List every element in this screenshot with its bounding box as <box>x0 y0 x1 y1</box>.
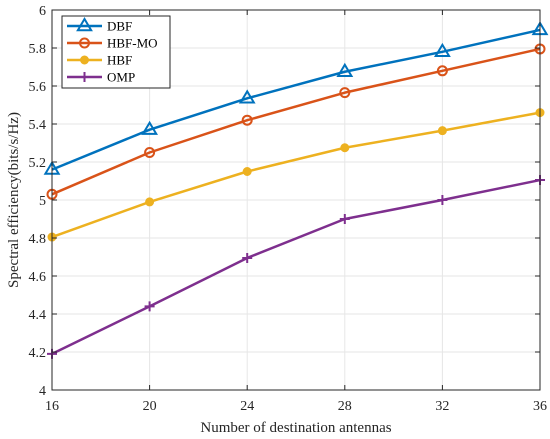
data-point-hbf <box>145 197 155 207</box>
series-line-hbf <box>51 111 541 239</box>
x-axis-label: Number of destination antennas <box>200 420 391 436</box>
y-tick-label: 4.8 <box>29 232 47 247</box>
legend-marker-omp <box>79 72 90 82</box>
x-tick-label: 36 <box>533 399 547 414</box>
data-point-dbf <box>336 62 354 77</box>
y-tick-label: 4 <box>39 384 46 399</box>
data-point-dbf <box>238 89 256 104</box>
series-hbf <box>47 108 545 242</box>
data-point-hbf-mo <box>241 114 253 126</box>
data-point-hbf-mo <box>436 65 448 77</box>
x-tick-label: 28 <box>338 399 352 414</box>
legend-marker-dbf <box>76 17 93 32</box>
y-tick-label: 4.2 <box>29 346 47 361</box>
y-tick-label: 4.6 <box>29 270 47 285</box>
legend-label-omp: OMP <box>107 70 135 85</box>
legend-label-dbf: DBF <box>107 19 132 34</box>
series-layer <box>43 20 549 359</box>
series-line-hbf-mo <box>51 47 541 196</box>
x-tick-label: 20 <box>143 399 157 414</box>
data-point-hbf <box>437 126 447 136</box>
data-point-hbf <box>242 167 252 176</box>
x-tick-label: 24 <box>240 399 254 414</box>
axis-ticks <box>51 9 541 391</box>
y-tick-label: 5.8 <box>29 42 47 57</box>
data-point-hbf <box>340 143 350 153</box>
data-point-omp <box>339 214 350 224</box>
y-tick-label: 5.4 <box>29 118 47 133</box>
y-tick-label: 4.4 <box>29 308 47 323</box>
y-tick-label: 6 <box>39 4 46 19</box>
data-point-dbf <box>141 120 159 135</box>
series-omp <box>47 175 545 359</box>
data-point-dbf <box>433 42 451 57</box>
series-dbf <box>43 20 549 175</box>
y-tick-label: 5.6 <box>29 80 47 95</box>
y-axis-label: Spectral efficiency(bits/s/Hz) <box>6 112 22 288</box>
series-line-omp <box>51 178 541 356</box>
data-point-omp <box>437 195 448 205</box>
data-point-omp <box>242 252 253 263</box>
series-line-dbf <box>51 28 541 171</box>
legend-marker-hbf <box>80 55 89 65</box>
y-tick-label: 5 <box>39 194 46 209</box>
tick-labels: 16 20 24 28 32 36 4 4.2 4.4 4.6 4.8 5 5.2 5.4 5.6 5.8 6 <box>29 4 548 414</box>
x-tick-label: 32 <box>435 399 449 414</box>
legend-label-hbf: HBF <box>107 53 132 68</box>
data-point-hbf-mo <box>339 87 351 99</box>
legend-marker-hbf-mo <box>79 37 90 49</box>
y-tick-label: 5.2 <box>29 156 47 171</box>
data-point-omp <box>144 301 155 312</box>
legend-label-hbf-mo: HBF-MO <box>107 36 158 51</box>
x-tick-label: 16 <box>45 399 59 414</box>
legend: DBF HBF-MO HBF OMP <box>61 15 171 89</box>
data-point-hbf-mo <box>144 147 156 158</box>
